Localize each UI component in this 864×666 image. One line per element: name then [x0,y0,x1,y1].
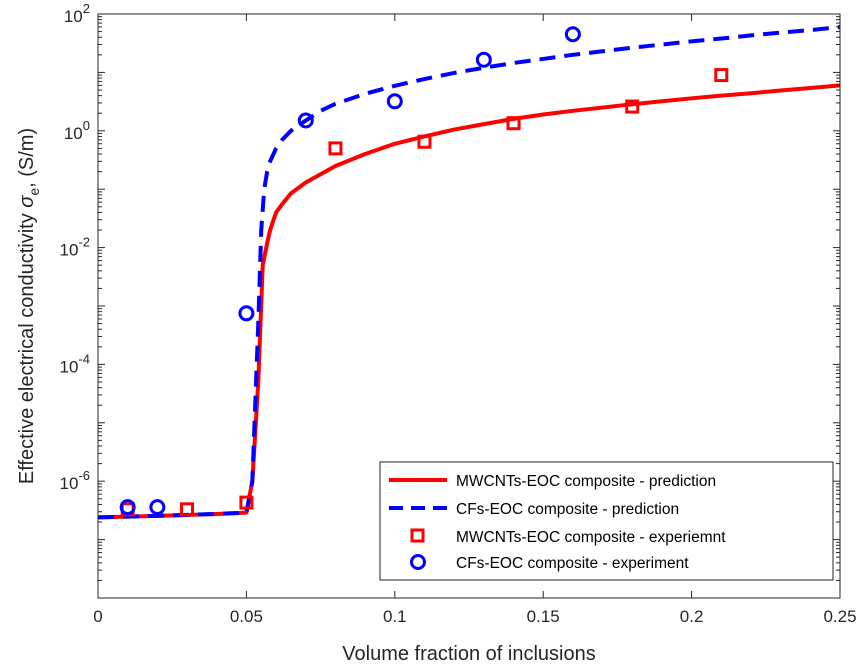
legend-label-cfs-experiment: CFs-EOC composite - experiment [456,555,689,572]
x-tick-label-5: 0.25 [823,607,856,626]
tick-layer: 0 0.05 0.1 0.15 0.2 0.25 10-6 10-4 10-2 100 102 [60,1,857,626]
series-2-marker-3 [328,141,343,156]
legend-marker-mwcnts-experiment [410,528,425,543]
legend-box [379,461,834,581]
legend-label-mwcnts-prediction: MWCNTs-EOC composite - prediction [456,473,716,490]
series-3-marker-6 [564,26,581,43]
series-layer [98,24,840,520]
x-tick-label-3: 0.15 [527,607,560,626]
legend-label-mwcnts-experiment: MWCNTs-EOC composite - experiemnt [456,529,726,546]
x-tick-label-2: 0.1 [383,607,407,626]
y-axis-label: Effective electrical conductivity σe, (S… [16,128,42,484]
series-3-marker-1 [149,499,166,516]
y-tick-label-2: 10-2 [60,235,90,260]
series-2-marker-4 [417,134,432,149]
y-tick-label-3: 100 [64,118,90,143]
x-axis-label: Volume fraction of inclusions [342,643,595,665]
series-line-0 [98,83,840,520]
y-tick-label-4: 102 [64,1,90,26]
series-3-marker-5 [475,51,492,68]
series-2-marker-5 [506,116,521,131]
marker-layer [119,26,729,517]
series-3-marker-2 [238,305,255,322]
series-2-marker-1 [180,502,195,517]
legend-marker-cfs-experiment [410,554,426,570]
series-3-marker-4 [386,93,403,110]
legend: MWCNTs-EOC composite - prediction CFs-EO… [379,461,834,581]
legend-label-cfs-prediction: CFs-EOC composite - prediction [456,501,679,518]
x-tick-label-1: 0.05 [230,607,263,626]
series-3-marker-3 [297,112,314,129]
series-2-marker-2 [239,495,254,510]
x-tick-label-0: 0 [93,607,102,626]
y-tick-label-1: 10-4 [60,351,90,376]
x-tick-label-4: 0.2 [680,607,704,626]
series-3-marker-0 [119,499,136,516]
series-2-marker-7 [714,68,729,83]
y-tick-label-0: 10-6 [60,468,90,493]
series-2-marker-6 [625,99,640,114]
